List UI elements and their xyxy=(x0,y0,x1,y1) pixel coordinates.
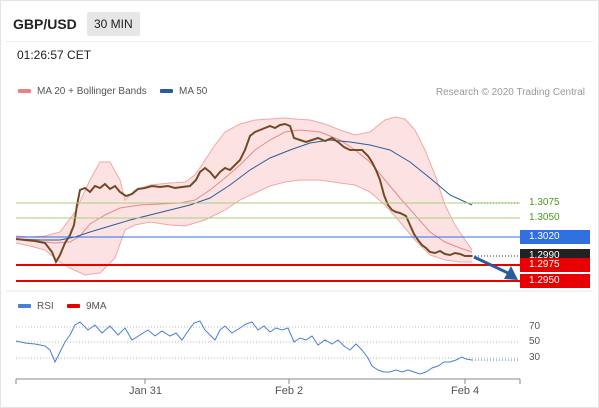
ma9-swatch xyxy=(67,304,80,309)
x-label-jan31: Jan 31 xyxy=(129,385,163,397)
legend-rsi: RSI xyxy=(18,301,54,312)
level-tag-6: 1.2950 xyxy=(520,274,590,288)
rsi-label: RSI xyxy=(37,301,54,312)
legend-9ma: 9MA xyxy=(67,301,107,312)
ma20-line xyxy=(15,129,473,253)
bollinger-swatch xyxy=(18,89,31,94)
rsi-label-50: 50 xyxy=(529,336,541,347)
ma50-line xyxy=(15,139,473,241)
research-credit: Research © 2020 Trading Central xyxy=(435,87,585,98)
symbol-label: GBP/USD xyxy=(13,16,77,32)
x-label-feb4: Feb 4 xyxy=(451,385,480,397)
level-label-2: 1.3050 xyxy=(529,212,560,223)
timeframe-badge[interactable]: 30 MIN xyxy=(87,12,140,36)
bollinger-band xyxy=(16,117,472,275)
rsi-label-70: 70 xyxy=(529,321,541,332)
bollinger-label: MA 20 + Bollinger Bands xyxy=(37,86,147,97)
header-divider xyxy=(6,41,593,42)
legend-bollinger: MA 20 + Bollinger Bands xyxy=(18,86,147,97)
forecast-arrow-shaft xyxy=(473,255,511,276)
x-label-feb2: Feb 2 xyxy=(275,385,304,397)
ma50-swatch xyxy=(160,89,173,94)
rsi-line xyxy=(15,320,473,375)
ma9-label: 9MA xyxy=(86,301,107,312)
legend-ma50: MA 50 xyxy=(160,86,207,97)
ma50-label: MA 50 xyxy=(179,86,208,97)
price-candles-red xyxy=(15,123,472,264)
timestamp: 01:26:57 CET xyxy=(17,48,92,62)
rsi-swatch xyxy=(18,304,31,309)
level-label-1: 1.3075 xyxy=(529,197,560,208)
rsi-label-30: 30 xyxy=(529,352,541,363)
level-tag-3: 1.3020 xyxy=(520,230,590,244)
chart-header: GBP/USD 30 MIN xyxy=(0,0,599,40)
level-tag-5: 1.2975 xyxy=(520,258,590,272)
forecast-arrow-head xyxy=(504,266,518,280)
bollinger-lower-line xyxy=(15,179,472,276)
bollinger-upper-line xyxy=(15,116,473,251)
